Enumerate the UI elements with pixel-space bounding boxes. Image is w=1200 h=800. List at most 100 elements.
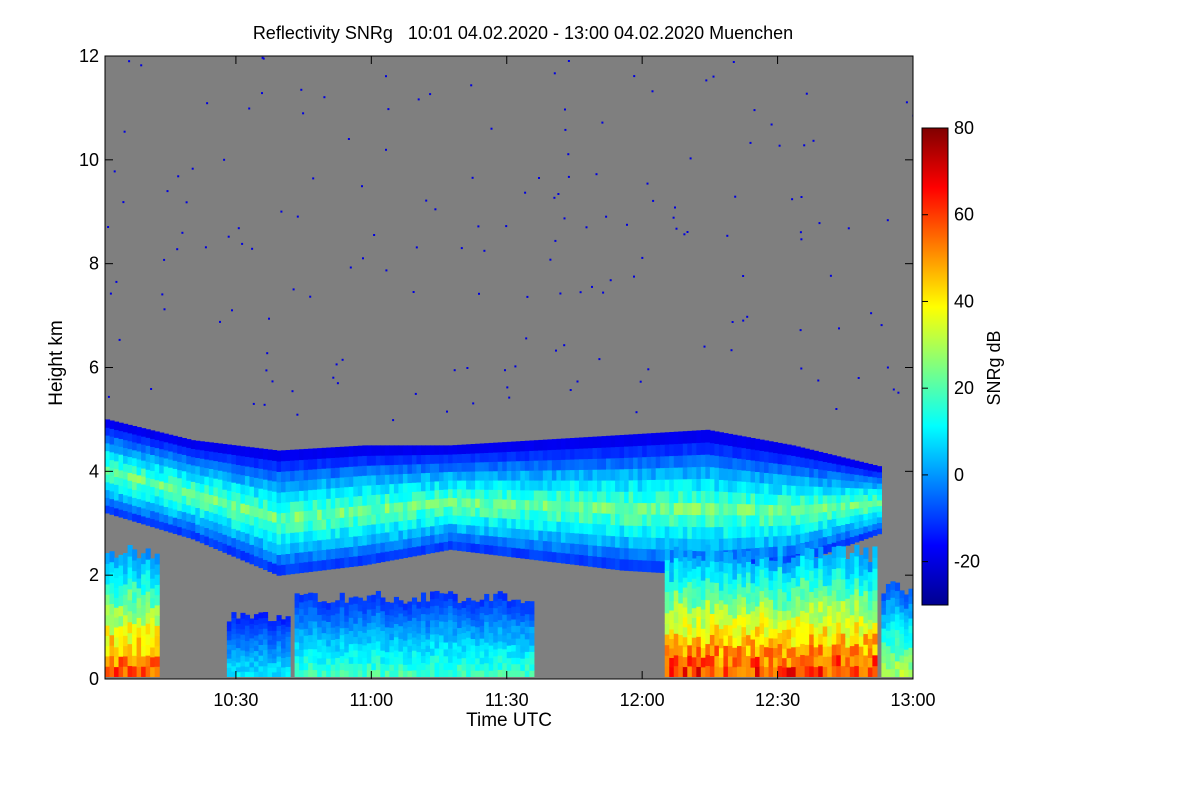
echo-cell	[542, 550, 548, 562]
echo-cell	[764, 546, 770, 559]
echo-cell	[118, 595, 124, 607]
echo-cell	[669, 581, 675, 592]
echo-cell	[294, 634, 300, 643]
echo-cell	[840, 494, 846, 503]
echo-cell	[755, 636, 761, 647]
echo-cell	[768, 462, 774, 474]
echo-cell	[759, 439, 765, 451]
echo-cell	[416, 481, 422, 492]
echo-cell	[569, 542, 576, 555]
echo-cell	[759, 514, 765, 527]
echo-cell	[673, 526, 679, 539]
echo-cell	[244, 494, 251, 505]
echo-cell	[913, 634, 918, 642]
echo-cell	[479, 638, 485, 646]
echo-cell	[240, 493, 246, 504]
echo-cell	[696, 478, 702, 492]
echo-cell	[903, 608, 910, 616]
echo-cell	[213, 504, 219, 514]
noise-pixel	[128, 60, 131, 63]
echo-cell	[425, 657, 431, 665]
echo-cell	[393, 643, 399, 651]
echo-cell	[547, 520, 553, 532]
echo-cell	[804, 541, 810, 552]
echo-cell	[136, 466, 142, 476]
echo-cell	[642, 445, 648, 458]
echo-cell	[416, 651, 422, 659]
echo-cell	[457, 609, 463, 616]
echo-cell	[899, 647, 905, 656]
echo-cell	[114, 626, 120, 638]
echo-cell	[854, 467, 860, 475]
echo-cell	[420, 490, 427, 501]
echo-cell	[745, 481, 752, 494]
noise-pixel	[812, 139, 815, 142]
echo-cell	[732, 617, 738, 629]
echo-cell	[448, 655, 454, 663]
echo-cell	[764, 461, 770, 473]
echo-cell	[430, 445, 436, 455]
echo-cell	[687, 538, 693, 551]
noise-pixel	[478, 292, 480, 295]
echo-cell	[687, 549, 693, 561]
echo-cell	[190, 489, 196, 499]
echo-cell	[705, 466, 711, 479]
echo-cell	[520, 633, 526, 641]
echo-cell	[777, 453, 783, 465]
echo-cell	[416, 657, 422, 665]
echo-cell	[506, 670, 512, 678]
echo-cell	[655, 490, 661, 504]
echo-cell	[872, 589, 878, 602]
echo-cell	[177, 510, 183, 520]
echo-cell	[407, 500, 413, 511]
echo-cell	[556, 531, 562, 543]
echo-cell	[326, 615, 332, 622]
echo-cell	[506, 518, 512, 529]
noise-pixel	[576, 380, 579, 383]
echo-cell	[515, 606, 521, 614]
echo-cell	[840, 516, 846, 526]
echo-cell	[587, 523, 594, 535]
echo-cell	[303, 614, 309, 622]
echo-cell	[276, 533, 282, 545]
echo-cell	[154, 511, 160, 521]
echo-cell	[398, 663, 404, 671]
echo-cell	[262, 549, 269, 560]
echo-cell	[285, 501, 291, 513]
echo-cell	[583, 544, 589, 556]
echo-cell	[899, 597, 905, 606]
echo-cell	[114, 476, 120, 485]
echo-cell	[515, 650, 521, 658]
echo-cell	[466, 453, 472, 463]
echo-cell	[393, 596, 399, 605]
echo-cell	[691, 538, 697, 551]
echo-cell	[136, 607, 142, 618]
echo-cell	[782, 504, 788, 516]
echo-cell	[709, 478, 715, 492]
echo-cell	[150, 656, 156, 668]
echo-cell	[281, 460, 287, 472]
echo-cell	[759, 568, 765, 581]
echo-cell	[854, 643, 860, 656]
echo-cell	[434, 533, 440, 544]
echo-cell	[908, 617, 913, 626]
echo-cell	[818, 486, 824, 496]
echo-cell	[619, 434, 625, 447]
echo-cell	[452, 479, 458, 490]
echo-cell	[195, 532, 201, 542]
echo-cell	[150, 666, 156, 677]
echo-cell	[105, 458, 111, 467]
echo-cell	[673, 665, 679, 677]
echo-cell	[678, 502, 684, 515]
echo-cell	[326, 457, 332, 469]
echo-cell	[448, 540, 454, 550]
echo-cell	[727, 614, 734, 626]
echo-cell	[764, 587, 770, 598]
echo-cell	[488, 645, 494, 652]
echo-cell	[750, 547, 756, 560]
echo-cell	[867, 581, 873, 592]
echo-cell	[470, 638, 476, 646]
echo-cell	[136, 482, 142, 492]
echo-cell	[443, 523, 449, 534]
echo-cell	[177, 518, 183, 528]
